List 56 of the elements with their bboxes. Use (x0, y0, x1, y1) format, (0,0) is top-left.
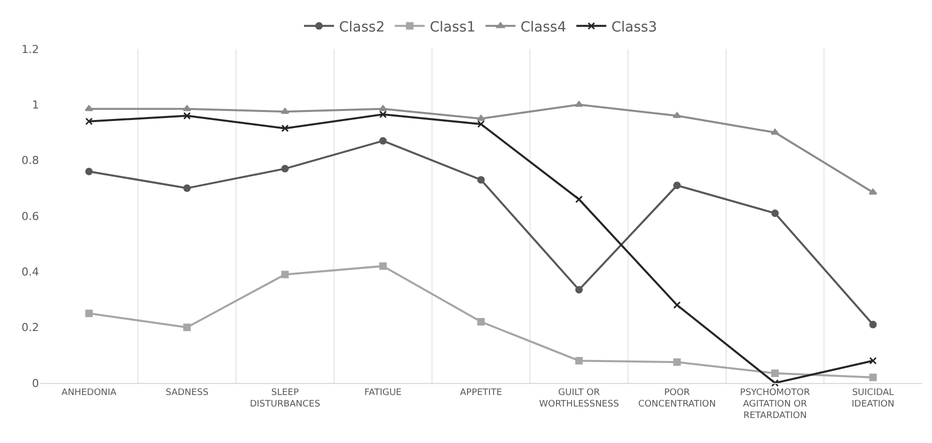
point (869, 374, 877, 382)
point (379, 110, 387, 118)
point (770, 128, 780, 135)
y-tick-label: 0 (32, 376, 39, 390)
point (869, 320, 877, 328)
point (673, 358, 681, 366)
point (183, 324, 191, 332)
y-tick-label: 0.8 (22, 154, 39, 168)
legend-label: Class4 (520, 19, 566, 36)
point (673, 182, 681, 190)
legend-label: Class3 (611, 19, 658, 36)
y-tick-label: 1 (32, 98, 39, 112)
point (575, 286, 583, 294)
x-tick-label: APPETITE (460, 388, 502, 398)
point (183, 112, 191, 120)
point (84, 105, 94, 112)
point (280, 108, 290, 114)
y-tick-label: 1.2 (22, 42, 39, 56)
point (378, 105, 388, 112)
point (673, 301, 681, 309)
legend-label: Class2 (339, 19, 385, 36)
point (574, 100, 584, 107)
point (868, 188, 878, 195)
point (477, 120, 485, 128)
point (575, 356, 583, 364)
point (85, 168, 93, 176)
point (476, 114, 486, 121)
legend-label: Class1 (430, 19, 476, 36)
point (281, 164, 289, 172)
x-tick-label: FATIGUE (364, 388, 402, 398)
point (85, 310, 93, 318)
point (281, 124, 289, 132)
point (771, 379, 779, 387)
y-tick-label: 0.2 (22, 321, 39, 334)
point (281, 270, 289, 278)
x-tick-label: SUICIDAL IDEATION (852, 388, 894, 410)
x-tick-label: PSYCHOMOTOR AGITATION OR RETARDATION (740, 388, 810, 422)
point (869, 356, 877, 364)
point (477, 318, 485, 326)
x-tick-label: GUILT OR WORTHLESSNESS (539, 388, 620, 410)
x-tick-label: POOR CONCENTRATION (638, 388, 716, 410)
x-tick-label: ANHEDONIA (62, 388, 118, 398)
point (182, 105, 192, 112)
x-tick-label: SADNESS (166, 388, 209, 398)
point (183, 184, 191, 192)
point (379, 137, 387, 145)
point (771, 209, 779, 217)
point (771, 370, 779, 378)
point (672, 112, 682, 118)
point (477, 176, 485, 184)
point (85, 118, 93, 126)
x-tick-label: SLEEP DISTURBANCES (250, 388, 320, 410)
point (575, 196, 583, 204)
point (379, 262, 387, 270)
y-tick-label: 0.6 (22, 210, 39, 223)
y-tick-label: 0.4 (22, 266, 39, 279)
